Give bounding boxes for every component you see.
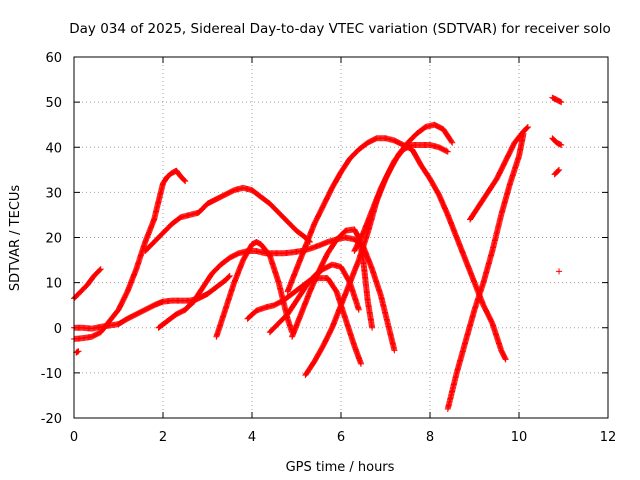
x-tick-label: 4 <box>248 430 256 445</box>
y-tick-label: 50 <box>45 96 62 111</box>
data-point <box>524 123 531 130</box>
data-point <box>191 298 198 305</box>
data-point <box>524 124 531 131</box>
y-tick-label: 60 <box>45 51 62 66</box>
plot-frame <box>73 56 609 419</box>
series-arc-s <box>556 268 563 275</box>
x-tick-label: 0 <box>70 430 78 445</box>
data-point <box>556 268 563 275</box>
data-point <box>558 141 565 148</box>
data-point <box>355 306 362 313</box>
series-arc-h <box>244 275 365 367</box>
data-point <box>443 148 450 155</box>
series-arc-r <box>551 166 563 178</box>
series-arc-p <box>549 94 565 106</box>
series-arc-d <box>142 184 313 255</box>
data-point <box>444 148 451 155</box>
series-arc-l <box>284 135 509 363</box>
series-arc-m <box>351 121 456 255</box>
series-arc-g <box>213 239 296 340</box>
y-tick-label: -20 <box>41 412 62 427</box>
x-tick-label: 10 <box>511 430 528 445</box>
series-arc-q <box>549 135 565 148</box>
x-tick-label: 6 <box>337 430 345 445</box>
data-point <box>97 266 104 273</box>
series-arc-o <box>467 123 531 223</box>
x-tick-label: 8 <box>426 430 434 445</box>
tick-labels: 0 2 4 6 8 10 12 -20 -10 0 10 20 30 40 50 60 <box>41 51 617 445</box>
y-tick-label: 40 <box>45 141 62 156</box>
series-arc-a <box>71 266 104 302</box>
data-point <box>555 167 562 174</box>
data-point <box>181 177 188 184</box>
y-tick-label: 20 <box>45 232 62 247</box>
y-tick-label: 10 <box>45 277 62 292</box>
data-point <box>75 348 82 355</box>
data-point <box>190 299 197 306</box>
y-axis-label: SDTVAR / TECUs <box>8 185 23 292</box>
y-tick-label: 30 <box>45 186 62 201</box>
data-point <box>448 138 455 145</box>
chart-title: Day 034 of 2025, Sidereal Day-to-day VTE… <box>69 21 610 37</box>
data-point <box>182 178 189 185</box>
series-layer <box>71 94 565 412</box>
data-point <box>449 139 456 146</box>
y-tick-label: 0 <box>54 322 62 337</box>
data-point <box>358 360 365 367</box>
data-point <box>226 272 233 279</box>
data-point <box>391 347 398 354</box>
data-point <box>558 99 565 106</box>
x-tick-label: 12 <box>600 430 617 445</box>
series-arc-n <box>444 130 527 412</box>
data-point <box>226 273 233 280</box>
series-arc-f <box>182 298 198 313</box>
data-point <box>96 266 103 273</box>
series-arc-b <box>71 167 189 343</box>
x-tick-label: 2 <box>159 430 167 445</box>
y-tick-label: -10 <box>41 367 62 382</box>
data-point <box>502 356 509 363</box>
x-axis-label: GPS time / hours <box>286 460 395 475</box>
data-point <box>556 166 563 173</box>
data-point <box>369 324 376 331</box>
